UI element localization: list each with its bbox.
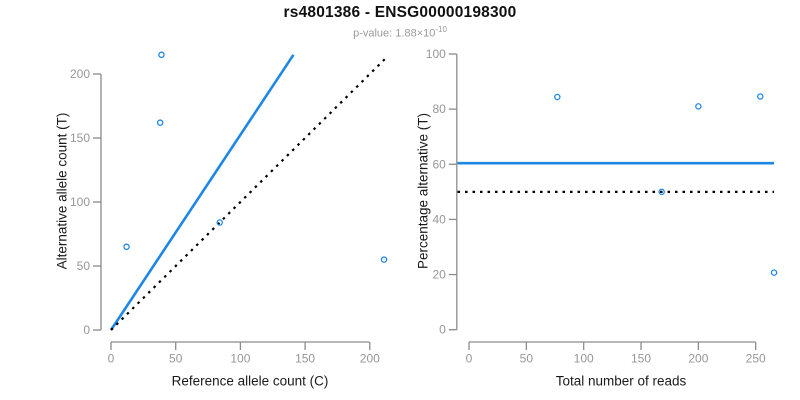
y-axis-tick-label: 200 xyxy=(70,67,90,81)
y-axis-tick-label: 150 xyxy=(70,131,90,145)
y-axis-title: Percentage alternative (T) xyxy=(416,113,431,269)
x-axis-tick-label: 0 xyxy=(466,352,473,366)
y-axis-tick-label: 0 xyxy=(439,323,446,337)
data-point xyxy=(158,51,165,59)
x-axis-tick-label: 50 xyxy=(520,352,534,366)
fitted-ratio-line xyxy=(109,54,295,331)
identity-line xyxy=(110,55,389,331)
data-point xyxy=(216,219,223,226)
data-point xyxy=(757,93,764,100)
x-axis-tick-label: 100 xyxy=(230,352,250,366)
data-point xyxy=(123,243,130,251)
data-point xyxy=(156,119,164,126)
right-panel-percentage-alternative: 0 20 40 60 80 100 0 50 100 150 200 250 Total number … xyxy=(416,47,778,389)
data-point xyxy=(554,93,561,101)
data-point xyxy=(658,188,665,196)
y-axis-tick-label: 20 xyxy=(432,268,446,282)
data-point xyxy=(770,269,778,276)
y-axis-title: Alternative allele count (T) xyxy=(55,113,70,270)
x-axis-tick-label: 250 xyxy=(746,352,766,366)
y-axis-tick-label: 100 xyxy=(426,47,446,61)
y-axis-tick-label: 40 xyxy=(432,212,446,226)
x-axis-tick-label: 150 xyxy=(631,352,651,366)
x-axis-tick-label: 200 xyxy=(360,352,380,366)
y-axis-tick-label: 60 xyxy=(432,157,446,171)
x-axis-title: Total number of reads xyxy=(556,374,687,389)
left-panel-allele-counts: 0 50 100 150 200 0 50 100 150 200 Reference allele… xyxy=(55,51,389,389)
x-axis-tick-label: 200 xyxy=(688,352,708,366)
x-axis-tick-label: 150 xyxy=(295,352,315,366)
x-axis-tick-label: 100 xyxy=(574,352,594,366)
data-point xyxy=(380,256,388,263)
y-axis-tick-label: 50 xyxy=(77,259,91,273)
x-axis-tick-label: 0 xyxy=(108,352,115,366)
x-axis-tick-label: 50 xyxy=(169,352,183,366)
data-point xyxy=(695,103,702,110)
x-axis-title: Reference allele count (C) xyxy=(172,374,329,389)
y-axis-tick-label: 0 xyxy=(83,323,90,337)
y-axis-tick-label: 100 xyxy=(70,195,90,209)
y-axis-tick-label: 80 xyxy=(432,102,446,116)
